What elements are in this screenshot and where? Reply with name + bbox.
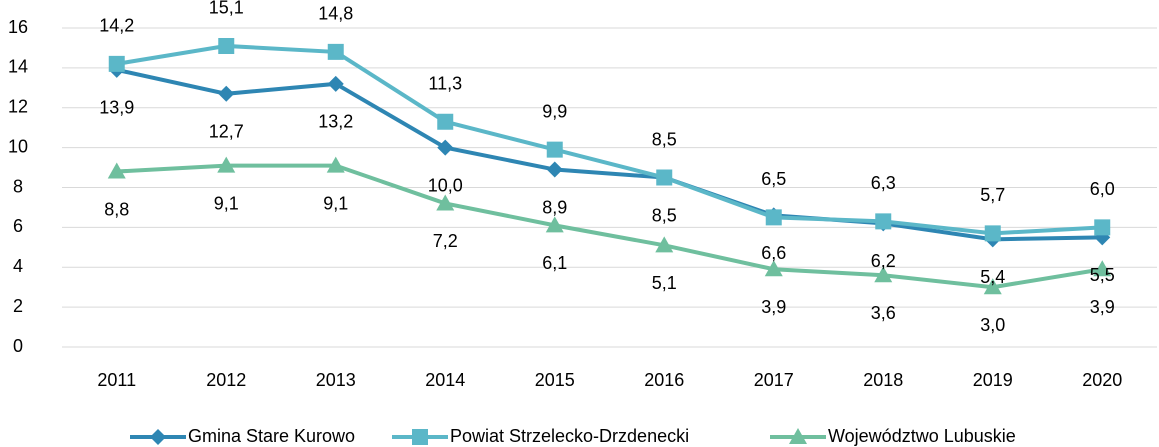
point-marker [546, 141, 563, 158]
x-tick-label: 2018 [863, 370, 903, 390]
point-marker [218, 37, 235, 54]
y-tick-label: 14 [8, 57, 28, 77]
x-tick-label: 2015 [535, 370, 575, 390]
data-label: 5,4 [980, 267, 1005, 287]
y-tick-label: 0 [13, 336, 23, 356]
x-tick-label: 2014 [425, 370, 465, 390]
data-label: 5,5 [1090, 265, 1115, 285]
data-label: 5,7 [980, 185, 1005, 205]
point-marker [437, 139, 454, 156]
x-tick-label: 2011 [97, 370, 136, 390]
x-tick-label: 2019 [973, 370, 1013, 390]
point-marker [874, 266, 893, 283]
x-tick-label: 2017 [754, 370, 794, 390]
point-marker [1093, 260, 1112, 277]
point-marker [107, 162, 126, 179]
data-label: 9,1 [214, 193, 239, 213]
y-tick-label: 2 [13, 296, 23, 316]
data-label: 6,1 [542, 253, 567, 273]
legend-label: Województwo Lubuskie [828, 426, 1016, 446]
data-label: 3,6 [871, 303, 896, 323]
data-label: 3,9 [761, 297, 786, 317]
point-marker [327, 75, 344, 92]
y-tick-label: 16 [8, 17, 28, 37]
point-marker [656, 169, 673, 186]
point-marker [546, 161, 563, 178]
point-marker [436, 194, 455, 211]
point-marker [108, 55, 125, 72]
data-label: 8,9 [542, 197, 567, 217]
data-label: 9,9 [542, 101, 567, 121]
point-marker [327, 43, 344, 60]
data-label: 14,8 [318, 4, 353, 24]
series-line [116, 163, 1103, 290]
point-marker [437, 113, 454, 130]
x-tick-label: 2012 [206, 370, 246, 390]
legend-marker [150, 429, 166, 445]
data-label: 10,0 [428, 175, 463, 195]
data-label: 15,1 [209, 0, 244, 18]
data-label: 8,5 [652, 129, 677, 149]
data-label: 7,2 [433, 231, 458, 251]
point-marker [1094, 219, 1111, 236]
data-label: 6,0 [1090, 179, 1115, 199]
data-label: 6,6 [761, 243, 786, 263]
data-label: 6,2 [871, 251, 896, 271]
point-marker [875, 213, 892, 230]
point-marker [217, 156, 236, 173]
data-label: 9,1 [323, 193, 348, 213]
point-marker [983, 278, 1002, 295]
point-marker [218, 85, 235, 102]
data-label: 3,9 [1090, 297, 1115, 317]
data-label: 13,2 [318, 112, 353, 132]
data-label: 8,8 [104, 199, 129, 219]
y-tick-label: 12 [8, 97, 28, 117]
data-label: 14,2 [99, 16, 134, 36]
y-tick-label: 6 [13, 216, 23, 236]
x-tick-label: 2013 [316, 370, 356, 390]
legend-marker [412, 429, 428, 445]
y-tick-label: 8 [13, 176, 23, 196]
data-label: 3,0 [980, 315, 1005, 335]
data-label: 8,5 [652, 205, 677, 225]
point-marker [326, 156, 345, 173]
data-label: 6,5 [761, 169, 786, 189]
series-line [116, 67, 1103, 242]
y-tick-label: 10 [8, 136, 28, 156]
x-tick-label: 2020 [1082, 370, 1122, 390]
point-marker [984, 225, 1001, 242]
data-label: 12,7 [209, 122, 244, 142]
legend-label: Powiat Strzelecko-Drzdenecki [450, 426, 689, 446]
point-marker [764, 260, 783, 277]
x-tick-label: 2016 [644, 370, 684, 390]
series-line [116, 43, 1103, 236]
data-label: 11,3 [428, 73, 462, 93]
point-marker [655, 236, 674, 253]
data-label: 5,1 [652, 273, 677, 293]
point-marker [545, 216, 564, 233]
legend-label: Gmina Stare Kurowo [188, 426, 355, 446]
legend-marker [789, 428, 807, 444]
y-tick-label: 4 [13, 256, 23, 276]
data-label: 6,3 [871, 173, 896, 193]
point-marker [765, 209, 782, 226]
data-label: 13,9 [99, 98, 134, 118]
